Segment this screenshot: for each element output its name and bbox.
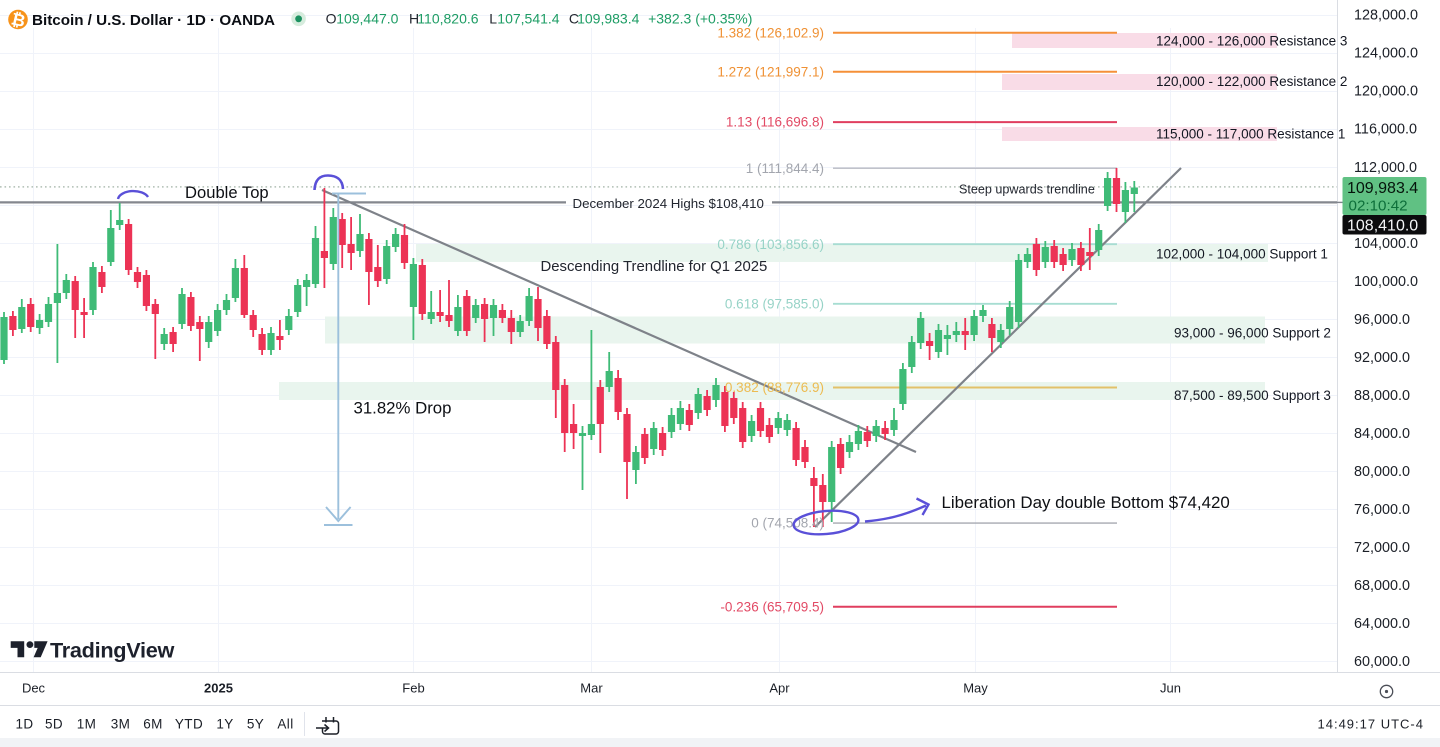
svg-text:C: C — [569, 11, 579, 27]
svg-text:31.82% Drop: 31.82% Drop — [354, 399, 452, 418]
svg-text:2025: 2025 — [204, 681, 233, 696]
svg-text:64,000.0: 64,000.0 — [1354, 616, 1410, 632]
svg-text:1 (111,844.4): 1 (111,844.4) — [746, 161, 824, 176]
svg-text:-0.236 (65,709.5): -0.236 (65,709.5) — [720, 599, 824, 614]
svg-text:5D: 5D — [45, 717, 63, 732]
svg-text:116,000.0: 116,000.0 — [1354, 122, 1417, 138]
svg-text:1D: 1D — [15, 717, 33, 732]
svg-text:0.382 (88,776.9): 0.382 (88,776.9) — [725, 380, 824, 395]
svg-text:Apr: Apr — [769, 681, 790, 696]
svg-text:All: All — [277, 717, 293, 732]
svg-text:0.618 (97,585.0): 0.618 (97,585.0) — [725, 296, 824, 311]
svg-text:Liberation Day double Bottom $: Liberation Day double Bottom $74,420 — [942, 493, 1230, 512]
svg-text:120,000.0: 120,000.0 — [1354, 84, 1418, 100]
svg-text:1.382 (126,102.9): 1.382 (126,102.9) — [717, 25, 824, 40]
svg-text:72,000.0: 72,000.0 — [1354, 540, 1410, 556]
svg-text:104,000.0: 104,000.0 — [1354, 236, 1418, 252]
svg-text:84,000.0: 84,000.0 — [1354, 426, 1410, 442]
svg-text:124,000.0: 124,000.0 — [1354, 46, 1418, 62]
svg-text:₿: ₿ — [9, 9, 27, 31]
svg-text:H: H — [409, 11, 419, 27]
svg-text:3M: 3M — [111, 717, 131, 732]
svg-text:87,500 - 89,500 Support 3: 87,500 - 89,500 Support 3 — [1174, 388, 1331, 403]
svg-text:02:10:42: 02:10:42 — [1349, 198, 1408, 215]
svg-text:Dec: Dec — [22, 681, 46, 696]
svg-text:128,000.0: 128,000.0 — [1354, 8, 1418, 24]
svg-text:6M: 6M — [143, 717, 163, 732]
svg-text:109,447.0: 109,447.0 — [336, 11, 398, 27]
svg-text:76,000.0: 76,000.0 — [1354, 502, 1410, 518]
svg-text:80,000.0: 80,000.0 — [1354, 464, 1410, 480]
svg-text:108,410.0: 108,410.0 — [1347, 218, 1418, 235]
svg-text:120,000 - 122,000 Resistance 2: 120,000 - 122,000 Resistance 2 — [1156, 74, 1347, 89]
svg-text:Jun: Jun — [1160, 681, 1181, 696]
svg-text:115,000 - 117,000 Resistance 1: 115,000 - 117,000 Resistance 1 — [1156, 126, 1345, 141]
svg-text:124,000 - 126,000 Resistance 3: 124,000 - 126,000 Resistance 3 — [1156, 34, 1347, 49]
svg-text:109,983.4: 109,983.4 — [577, 11, 639, 27]
svg-text:107,541.4: 107,541.4 — [497, 11, 559, 27]
svg-text:Descending Trendline for Q1 20: Descending Trendline for Q1 2025 — [541, 259, 768, 275]
svg-text:102,000 - 104,000 Support 1: 102,000 - 104,000 Support 1 — [1156, 247, 1328, 262]
svg-text:Feb: Feb — [402, 681, 424, 696]
svg-text:+382.3 (+0.35%): +382.3 (+0.35%) — [648, 11, 752, 27]
svg-text:Bitcoin / U.S. Dollar · 1D · O: Bitcoin / U.S. Dollar · 1D · OANDA — [32, 12, 275, 29]
svg-text:92,000.0: 92,000.0 — [1354, 350, 1410, 366]
svg-text:TradingView: TradingView — [50, 638, 174, 663]
svg-text:1.272 (121,997.1): 1.272 (121,997.1) — [717, 64, 824, 79]
svg-text:100,000.0: 100,000.0 — [1354, 274, 1418, 290]
svg-text:5Y: 5Y — [247, 717, 264, 732]
svg-text:0 (74,508.4): 0 (74,508.4) — [751, 516, 824, 531]
svg-text:112,000.0: 112,000.0 — [1354, 160, 1417, 176]
svg-text:68,000.0: 68,000.0 — [1354, 578, 1410, 594]
svg-text:1.13 (116,696.8): 1.13 (116,696.8) — [726, 115, 824, 130]
svg-text:December 2024 Highs $108,410: December 2024 Highs $108,410 — [573, 196, 764, 211]
svg-text:Mar: Mar — [580, 681, 603, 696]
svg-text:L: L — [489, 11, 497, 27]
svg-text:60,000.0: 60,000.0 — [1354, 654, 1410, 670]
svg-text:O: O — [326, 11, 337, 27]
svg-text:96,000.0: 96,000.0 — [1354, 312, 1410, 328]
svg-text:88,000.0: 88,000.0 — [1354, 388, 1410, 404]
svg-text:93,000 - 96,000 Support 2: 93,000 - 96,000 Support 2 — [1174, 326, 1331, 341]
svg-text:Steep upwards trendline: Steep upwards trendline — [959, 183, 1095, 197]
svg-text:Double Top: Double Top — [185, 183, 269, 202]
svg-text:1M: 1M — [77, 717, 97, 732]
svg-text:14:49:17 UTC-4: 14:49:17 UTC-4 — [1318, 717, 1425, 732]
svg-text:109,983.4: 109,983.4 — [1347, 180, 1418, 197]
svg-text:YTD: YTD — [175, 717, 203, 732]
svg-text:0.786 (103,856.6): 0.786 (103,856.6) — [717, 237, 824, 252]
svg-text:May: May — [963, 681, 988, 696]
svg-text:1Y: 1Y — [216, 717, 233, 732]
svg-text:110,820.6: 110,820.6 — [417, 11, 478, 27]
